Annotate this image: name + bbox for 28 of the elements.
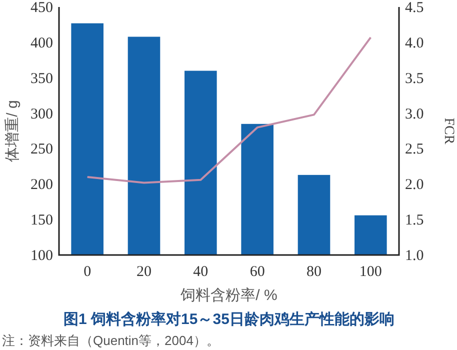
line-series [86,36,372,184]
y-axis-title: 体增重/ g [4,100,21,162]
y-tick-label: 150 [30,212,53,229]
x-axis-title: 饲料含粉率/ % [180,287,278,304]
x-tick-label: 0 [84,264,92,280]
y-tick-label: 100 [30,248,53,264]
y-tick-label: 400 [30,35,53,52]
y-tick-label: 250 [30,142,53,158]
y2-tick-label: 4.5 [405,0,424,16]
x-tick-label: 40 [193,264,208,280]
y-tick-label: 300 [30,106,53,122]
text: 注：资料来自（Quentin等，2004）。 [2,333,220,348]
y2-tick-label: 1.5 [405,212,424,229]
y2-tick-label: 2.5 [405,142,424,158]
y2-tick-label: 3.0 [405,106,424,122]
x-tick-label: 20 [136,264,152,280]
y2-tick-label: 1.0 [405,248,424,264]
y-tick-label: 450 [30,0,53,16]
y-tick-label: 350 [30,70,53,87]
x-tick-label: 80 [306,264,322,280]
y2-axis-title: FCR [441,118,456,145]
y2-tick-label: 4.0 [405,35,424,52]
text: 图1 饲料含粉率对15～35日龄肉鸡生产性能的影响 [64,310,394,328]
y2-tick-label: 2.0 [405,177,424,194]
x-tick-label: 60 [250,264,265,280]
y2-tick-label: 3.5 [405,70,424,87]
x-tick-label: 100 [359,264,382,280]
y-tick-label: 200 [30,177,53,194]
